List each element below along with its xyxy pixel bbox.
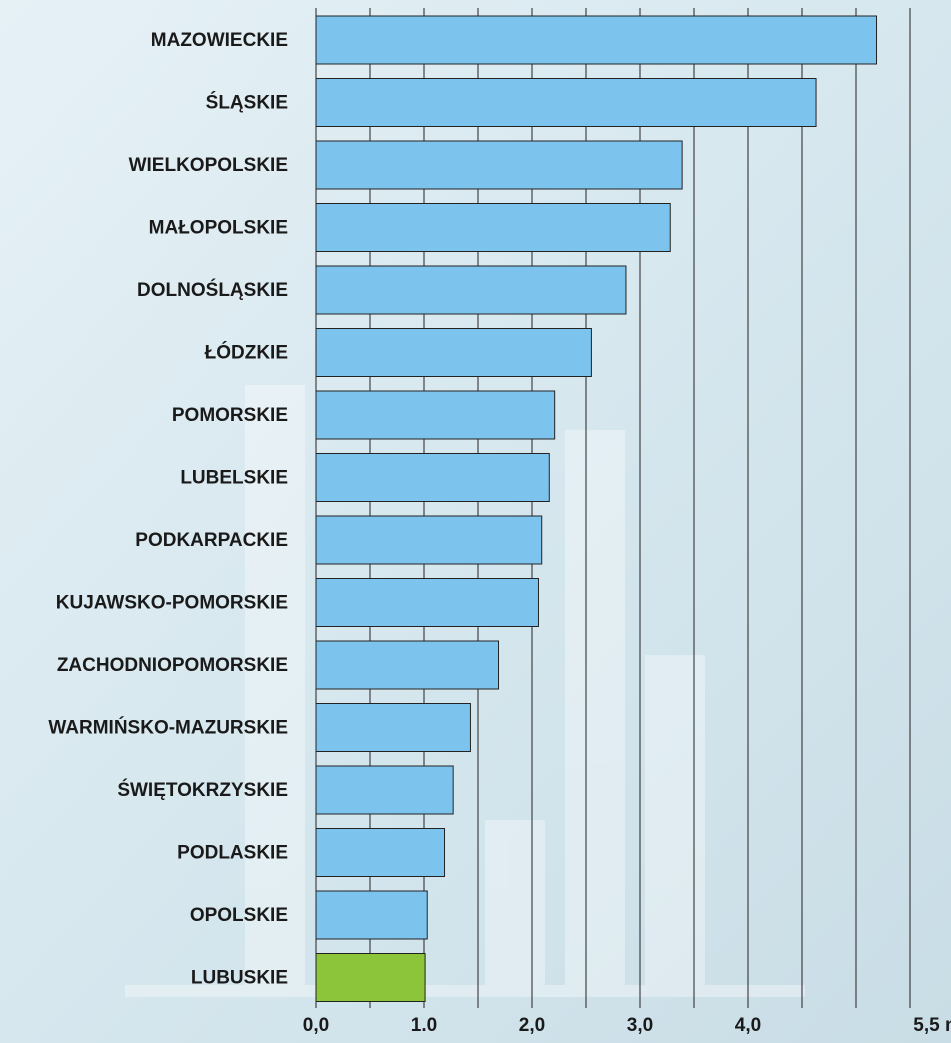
bar bbox=[316, 579, 538, 627]
bar bbox=[316, 766, 453, 814]
bar bbox=[316, 641, 499, 689]
y-tick-label: PODLASKIE bbox=[177, 843, 288, 864]
x-tick-label: 5,5 mln bbox=[913, 1015, 951, 1036]
bar bbox=[316, 16, 877, 64]
x-tick-label: 3,0 bbox=[627, 1015, 653, 1036]
y-tick-label: KUJAWSKO-POMORSKIE bbox=[56, 593, 288, 614]
x-tick-label: 0,0 bbox=[303, 1015, 329, 1036]
y-tick-label: DOLNOŚLĄSKIE bbox=[137, 279, 288, 301]
y-tick-label: WIELKOPOLSKIE bbox=[129, 155, 288, 176]
x-tick-label: 1.0 bbox=[411, 1015, 437, 1036]
x-tick-label: 4,0 bbox=[735, 1015, 761, 1036]
bar bbox=[316, 266, 626, 314]
x-tick-label: 2,0 bbox=[519, 1015, 545, 1036]
chart: 0,0 1.0 2,0 3,0 4,0 5,5 mln MAZOWIECKIE ŚLĄSKIE… bbox=[0, 0, 951, 1043]
bar bbox=[316, 829, 445, 877]
y-tick-label: ŁÓDZKIE bbox=[205, 342, 288, 364]
bar bbox=[316, 454, 549, 502]
y-tick-label: WARMIŃSKO-MAZURSKIE bbox=[48, 717, 288, 739]
y-tick-label: OPOLSKIE bbox=[190, 905, 288, 926]
y-tick-label: PODKARPACKIE bbox=[135, 530, 288, 551]
bar bbox=[316, 204, 670, 252]
bar bbox=[316, 704, 470, 752]
y-tick-label: LUBELSKIE bbox=[180, 468, 288, 489]
y-tick-label: ZACHODNIOPOMORSKIE bbox=[57, 655, 288, 676]
y-tick-label: LUBUSKIE bbox=[191, 968, 288, 989]
bar bbox=[316, 79, 816, 127]
bar bbox=[316, 516, 542, 564]
y-tick-label: ŚLĄSKIE bbox=[206, 92, 288, 114]
bar bbox=[316, 954, 425, 1002]
bar bbox=[316, 141, 682, 189]
y-tick-label: MAZOWIECKIE bbox=[151, 30, 288, 51]
y-tick-label: POMORSKIE bbox=[172, 405, 288, 426]
y-tick-label: ŚWIĘTOKRZYSKIE bbox=[117, 779, 288, 801]
bar bbox=[316, 891, 427, 939]
y-tick-label: MAŁOPOLSKIE bbox=[149, 218, 288, 239]
bar bbox=[316, 329, 591, 377]
bar bbox=[316, 391, 555, 439]
